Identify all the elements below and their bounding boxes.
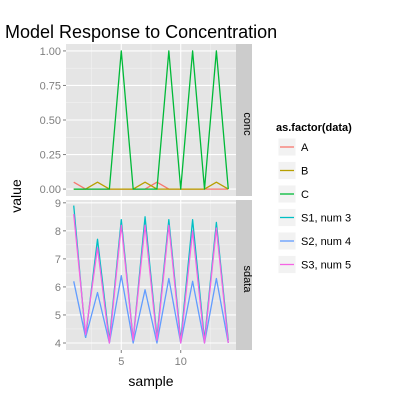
series-line-b <box>73 181 229 190</box>
y-tick-label: 0.00 <box>40 184 61 196</box>
legend-item: C <box>277 184 309 204</box>
legend-label: S1, num 3 <box>301 213 351 225</box>
panel-conc: 0.00 0.25 0.50 0.75 1.00 conc <box>40 44 253 196</box>
y-tick-label: 4 <box>55 338 61 350</box>
facet-panels: 0.00 0.25 0.50 0.75 1.00 conc 4 5 6 7 8 9 sdata 5 10 <box>40 44 253 368</box>
legend-label: A <box>301 142 309 154</box>
legend-item: A <box>277 137 309 157</box>
y-tick-label: 9 <box>55 198 61 210</box>
y-tick-label: 8 <box>55 226 61 238</box>
legend-label: S3, num 5 <box>301 260 351 272</box>
x-tick-label: 5 <box>118 356 124 368</box>
x-tick-label: 10 <box>175 356 187 368</box>
y-tick-label: 0.75 <box>40 80 61 92</box>
chart-title: Model Response to Concentration <box>5 22 277 42</box>
series-line-c <box>73 50 229 190</box>
legend-label: C <box>301 189 309 201</box>
legend-label: S2, num 4 <box>301 236 351 248</box>
legend-item: B <box>277 161 308 180</box>
x-axis-title: sample <box>128 373 173 389</box>
x-axis: 5 10 <box>118 350 187 368</box>
series-line-s3-num-5 <box>73 213 229 344</box>
panel-sdata: 4 5 6 7 8 9 sdata <box>55 198 253 350</box>
legend-item: S1, num 3 <box>277 208 351 227</box>
series-line-s2-num-4 <box>73 275 229 344</box>
y-tick-label: 6 <box>55 282 61 294</box>
y-tick-label: 1.00 <box>40 46 61 58</box>
y-axis-title: value <box>8 179 24 213</box>
y-tick-label: 0.50 <box>40 115 61 127</box>
y-tick-label: 0.25 <box>40 150 61 162</box>
y-tick-label: 5 <box>55 310 61 322</box>
legend-label: B <box>301 166 308 178</box>
facet-strip <box>236 44 252 196</box>
legend-item: S2, num 4 <box>277 231 351 251</box>
legend: as.factor(data) ABC S1, num 3 S2, num 4 S3,… <box>276 122 352 274</box>
y-tick-label: 7 <box>55 254 61 266</box>
facet-strip <box>236 200 252 350</box>
facet-strip-label: sdata <box>241 266 253 294</box>
facet-strip-label: conc <box>241 112 253 136</box>
legend-title: as.factor(data) <box>276 122 352 134</box>
legend-item: S3, num 5 <box>277 255 351 274</box>
legend-items: ABC S1, num 3 S2, num 4 S3, num 5 <box>277 137 351 274</box>
